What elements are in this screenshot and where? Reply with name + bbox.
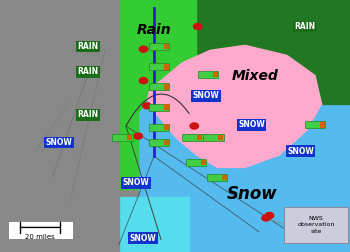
Polygon shape xyxy=(140,0,350,252)
Text: RAIN: RAIN xyxy=(77,67,98,76)
FancyBboxPatch shape xyxy=(164,124,169,130)
FancyBboxPatch shape xyxy=(182,134,203,141)
Polygon shape xyxy=(21,156,91,181)
FancyBboxPatch shape xyxy=(305,121,325,128)
Text: RAIN: RAIN xyxy=(77,42,98,51)
Circle shape xyxy=(139,78,148,84)
Circle shape xyxy=(139,46,148,52)
Circle shape xyxy=(194,23,202,29)
FancyBboxPatch shape xyxy=(164,140,169,145)
Text: SNOW: SNOW xyxy=(122,178,149,187)
Polygon shape xyxy=(119,197,189,252)
FancyBboxPatch shape xyxy=(164,64,169,70)
FancyBboxPatch shape xyxy=(164,44,169,49)
Text: SNOW: SNOW xyxy=(130,234,156,243)
Text: SNOW: SNOW xyxy=(46,138,72,147)
Polygon shape xyxy=(147,45,322,169)
FancyBboxPatch shape xyxy=(164,104,169,110)
FancyBboxPatch shape xyxy=(197,135,202,140)
FancyBboxPatch shape xyxy=(186,159,206,166)
FancyBboxPatch shape xyxy=(164,84,169,90)
Polygon shape xyxy=(119,0,186,189)
Circle shape xyxy=(262,215,270,221)
FancyBboxPatch shape xyxy=(127,135,132,140)
Text: Snow: Snow xyxy=(227,185,277,203)
Text: SNOW: SNOW xyxy=(238,120,265,129)
FancyBboxPatch shape xyxy=(218,135,223,140)
Circle shape xyxy=(265,212,274,218)
Text: Rain: Rain xyxy=(137,23,171,37)
Text: NWS
observation
site: NWS observation site xyxy=(297,216,335,234)
Text: 20 miles: 20 miles xyxy=(25,234,55,240)
Polygon shape xyxy=(0,0,119,252)
Text: SNOW: SNOW xyxy=(287,147,314,156)
FancyBboxPatch shape xyxy=(320,122,325,128)
FancyBboxPatch shape xyxy=(207,174,227,181)
Polygon shape xyxy=(140,101,350,252)
Polygon shape xyxy=(21,197,77,222)
FancyBboxPatch shape xyxy=(149,83,169,90)
FancyBboxPatch shape xyxy=(112,134,133,141)
FancyBboxPatch shape xyxy=(149,124,169,131)
FancyBboxPatch shape xyxy=(222,175,227,180)
Polygon shape xyxy=(21,232,63,252)
FancyBboxPatch shape xyxy=(198,71,218,78)
FancyBboxPatch shape xyxy=(8,221,73,239)
Text: RAIN: RAIN xyxy=(294,22,315,31)
FancyBboxPatch shape xyxy=(149,43,169,50)
Circle shape xyxy=(134,133,142,139)
FancyBboxPatch shape xyxy=(203,134,224,141)
FancyBboxPatch shape xyxy=(149,104,169,111)
Text: RAIN: RAIN xyxy=(77,110,98,119)
FancyBboxPatch shape xyxy=(284,207,348,243)
FancyBboxPatch shape xyxy=(149,139,169,146)
Text: Mixed: Mixed xyxy=(232,69,279,83)
Circle shape xyxy=(190,123,198,129)
Polygon shape xyxy=(119,0,196,101)
Circle shape xyxy=(143,103,151,109)
FancyBboxPatch shape xyxy=(149,63,169,70)
FancyBboxPatch shape xyxy=(201,160,206,165)
FancyBboxPatch shape xyxy=(213,72,218,77)
Text: SNOW: SNOW xyxy=(193,91,219,100)
